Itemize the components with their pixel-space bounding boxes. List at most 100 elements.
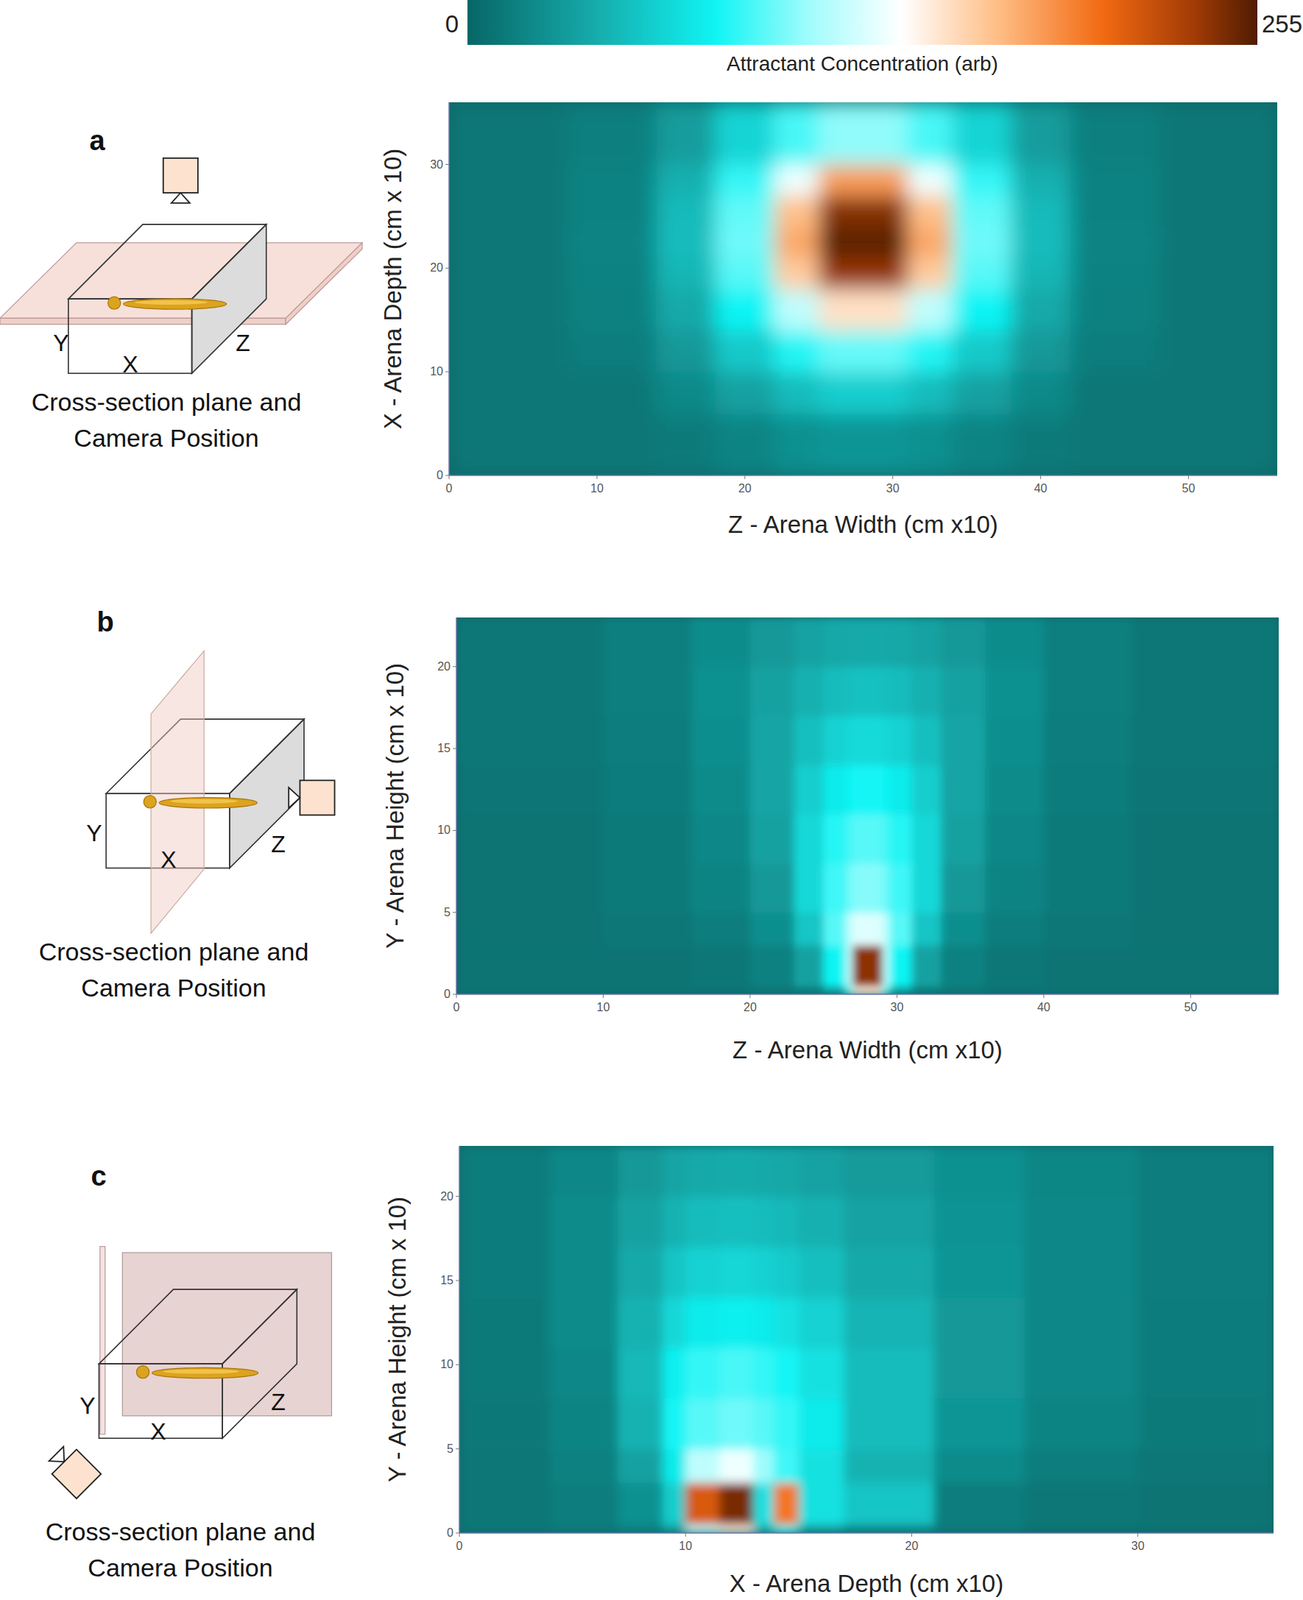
heatmap-cell [984, 814, 1044, 864]
y-tick [452, 994, 457, 996]
panel-label: a [89, 125, 106, 157]
heatmap-cell [881, 986, 891, 995]
x-tick-label: 50 [1182, 482, 1196, 495]
y-tick-label: 20 [440, 1190, 454, 1203]
heatmap-cell [984, 912, 1044, 946]
heatmap-cell [1158, 289, 1278, 332]
heatmap-cell [794, 716, 824, 766]
heatmap-cell [685, 1247, 720, 1298]
heatmap-cell [567, 330, 657, 373]
heatmap-cell [907, 102, 953, 165]
heatmap-cell [911, 814, 941, 864]
heatmap-cell [1010, 413, 1071, 477]
person-head [136, 1366, 149, 1379]
heatmap-cell [823, 764, 847, 815]
heatmap-cell [1010, 164, 1071, 197]
heatmap-cell [459, 1196, 550, 1248]
heatmap-cell [881, 945, 891, 987]
camera [163, 158, 199, 204]
heatmap-cell [907, 226, 953, 259]
schematic-axis-letter: X [122, 351, 138, 378]
heatmap-cell [823, 617, 847, 667]
heatmap-cell [934, 1247, 1025, 1298]
heatmap-cell [823, 945, 847, 987]
heatmap-cell [951, 164, 1012, 197]
heatmap-cell [655, 413, 716, 477]
heatmap-cell [823, 814, 847, 864]
heatmap-cell [843, 1398, 935, 1450]
box-side [192, 224, 267, 374]
heatmap-cell [934, 1449, 1025, 1484]
heatmap-cell [889, 666, 913, 717]
plot-background [459, 1146, 1274, 1534]
heatmap-cell [794, 863, 824, 913]
heatmap-cell [1010, 371, 1071, 414]
heatmap-cell [719, 1297, 754, 1349]
heatmap-cell [940, 986, 985, 995]
heatmap-cell [881, 863, 891, 913]
heatmap-cell [907, 257, 953, 290]
heatmap-cell [753, 1482, 774, 1526]
heatmap-cell [719, 1196, 754, 1248]
y-tick [455, 1533, 460, 1535]
person-head [108, 296, 121, 310]
heatmap-cell [617, 1297, 664, 1349]
person-highlight [163, 1369, 240, 1374]
heatmap-cell [1043, 716, 1133, 766]
x-tick-label: 40 [1037, 1001, 1051, 1014]
x-tick [1188, 475, 1189, 480]
heatmap-cell [1132, 666, 1279, 717]
heatmap-cell [685, 1196, 720, 1248]
heatmap-cell [663, 1398, 687, 1450]
heatmap-cell [1010, 257, 1071, 290]
x-tick-label: 50 [1183, 1001, 1197, 1014]
x-tick [749, 994, 751, 999]
heatmap-cell [863, 164, 909, 197]
heatmap-cell [934, 1297, 1025, 1349]
heatmap-cell [1010, 195, 1071, 228]
heatmap-cell [951, 257, 1012, 290]
heatmap-cell [1070, 330, 1160, 373]
heatmap-cell [773, 1525, 799, 1534]
heatmap-cell [715, 226, 776, 259]
heatmap-cell [863, 102, 909, 165]
heatmap-cell [798, 1247, 845, 1298]
x-tick [896, 994, 898, 999]
person-body [159, 797, 257, 809]
heatmap-cell [459, 1247, 550, 1298]
heatmap-cell [1043, 666, 1133, 717]
heatmap-cell [456, 814, 604, 864]
heatmap-cell [602, 617, 692, 667]
heatmap-cell [715, 371, 776, 414]
heatmap-cell [863, 413, 909, 477]
heatmap-cell [794, 986, 824, 995]
camera-lens [288, 787, 300, 809]
heatmap-cell [843, 1482, 935, 1526]
heatmap-cell [907, 413, 953, 477]
heatmap-cell [794, 814, 824, 864]
heatmap-cell [753, 1297, 774, 1349]
x-tick [459, 1533, 461, 1538]
heatmap-cell [456, 716, 604, 766]
x-axis-title: Z - Arena Width (cm x10) [732, 1036, 1003, 1064]
heatmap-cell [456, 945, 604, 987]
heatmap-cell [1132, 764, 1279, 815]
heatmap-cell [951, 371, 1012, 414]
heatmap-cell [934, 1398, 1025, 1450]
heatmap-cell [549, 1525, 619, 1534]
heatmap-cell [940, 716, 985, 766]
y-tick-label: 20 [429, 261, 444, 274]
heatmap-cell [940, 814, 985, 864]
y-tick-label: 5 [443, 906, 451, 919]
heatmap-cell [449, 257, 568, 290]
heatmap-cell [1138, 1347, 1274, 1399]
box-top [106, 719, 305, 794]
schematic [0, 158, 363, 374]
x-tick-label: 10 [678, 1540, 692, 1553]
x-tick [456, 994, 458, 999]
heatmap-cell [984, 986, 1044, 995]
heatmap-cell [715, 164, 776, 197]
heatmap-cell [1138, 1449, 1274, 1484]
heatmap-cell [843, 1525, 935, 1534]
x-tick [1043, 994, 1044, 999]
